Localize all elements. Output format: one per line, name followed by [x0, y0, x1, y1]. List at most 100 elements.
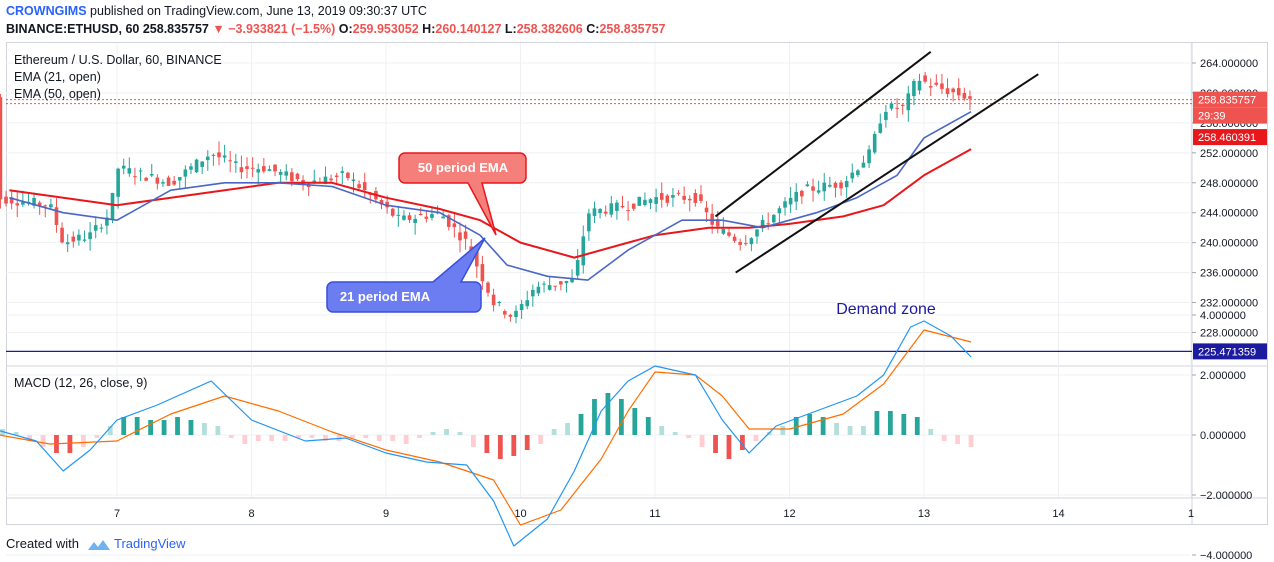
y-tick-label: 240.000000 [1200, 238, 1258, 250]
candle-body [486, 282, 490, 293]
macd-histogram-bar [807, 414, 813, 435]
macd-histogram-bar [363, 435, 369, 438]
candle-body [772, 214, 776, 223]
macd-histogram-bar [67, 435, 73, 453]
open-value: 259.953052 [352, 22, 419, 36]
candle-body [418, 213, 423, 216]
macd-histogram-bar [376, 435, 382, 441]
candle-body [637, 196, 642, 206]
macd-histogram-bar [107, 426, 113, 435]
ema21-callout-label: 21 period EMA [340, 289, 431, 304]
macd-histogram-bar [255, 435, 261, 441]
candle-body [743, 243, 748, 245]
legend-ema50[interactable]: EMA (50, open) [14, 87, 101, 101]
channel-lower-line [735, 73, 1039, 274]
chart-frame [6, 42, 1268, 525]
open-label: O: [338, 22, 353, 36]
y-tick-label: 244.000000 [1200, 208, 1258, 220]
low-label: L: [504, 22, 517, 36]
candle-body [592, 208, 597, 216]
macd-histogram-bar [471, 435, 476, 447]
candle-body [794, 191, 799, 202]
candle-body [648, 199, 653, 204]
legend-macd[interactable]: MACD (12, 26, close, 9) [14, 376, 148, 390]
candle-body [917, 80, 922, 91]
candle-body [755, 229, 759, 237]
macd-histogram-bar [699, 435, 705, 447]
candle-body [295, 173, 300, 180]
candle-body [77, 234, 81, 241]
last-price-tag-bg [1193, 91, 1267, 108]
candle-body [15, 203, 20, 206]
candle-body [884, 111, 888, 120]
macd-histogram-bar [928, 429, 934, 435]
candle-body [463, 231, 468, 239]
candle-body [951, 88, 955, 93]
candle-body [620, 205, 625, 208]
candle-body [273, 164, 277, 172]
macd-histogram-bar [672, 432, 678, 435]
low-value: 258.382606 [516, 22, 583, 36]
candle-body [856, 170, 860, 175]
candle-body [334, 175, 339, 178]
candle-body [727, 232, 731, 236]
candle-body [217, 152, 221, 158]
macd-histogram-bar [457, 432, 463, 435]
candle-body [37, 202, 42, 206]
x-tick-label: 8 [248, 508, 254, 520]
candle-body [144, 177, 148, 181]
x-tick-label: 13 [918, 508, 930, 520]
macd-histogram-bar [121, 417, 127, 435]
y-tick-label: 236.000000 [1200, 268, 1258, 280]
macd-histogram-bar [793, 417, 799, 435]
candle-body [542, 283, 546, 285]
candle-body [547, 285, 552, 290]
candle-body [800, 190, 804, 197]
candle-body [912, 80, 916, 97]
candle-body [329, 178, 333, 181]
candle-body [867, 149, 871, 164]
macd-histogram-bar [968, 435, 974, 447]
macd-histogram-bar [551, 429, 557, 435]
candle-body [940, 83, 944, 89]
brand-name[interactable]: TradingView [114, 536, 186, 551]
candle-body [357, 184, 361, 189]
macd-histogram-bar [148, 420, 154, 435]
candle-body [788, 197, 793, 205]
candle-body [732, 236, 737, 241]
legend-ema21[interactable]: EMA (21, open) [14, 70, 101, 84]
candle-body [346, 172, 350, 179]
publish-header: CROWNGIMS published on TradingView.com, … [6, 4, 427, 18]
candle-body [665, 195, 670, 203]
candle-body [760, 219, 765, 227]
candle-body [710, 213, 714, 225]
high-value: 260.140127 [435, 22, 502, 36]
author-name[interactable]: CROWNGIMS [6, 4, 87, 18]
candle-body [923, 75, 927, 82]
candle-body [32, 197, 36, 206]
ema50-line [9, 148, 972, 259]
candle-body [228, 160, 233, 162]
close-label: C: [586, 22, 600, 36]
candle-body [99, 227, 104, 229]
candle-body [239, 167, 244, 173]
candle-body [945, 88, 950, 95]
candle-body [833, 182, 838, 188]
candle-body [323, 176, 328, 184]
macd-histogram-bar [228, 435, 234, 438]
support-price-tag-bg [1193, 343, 1267, 360]
y-tick-label: 0.000000 [1200, 430, 1246, 442]
macd-histogram-bar [834, 423, 839, 435]
candle-body [458, 232, 462, 241]
candle-body [60, 227, 64, 243]
candle-body [396, 214, 401, 216]
candle-body [205, 156, 210, 161]
candle-body [715, 219, 720, 227]
candle-body [631, 203, 636, 209]
candle-body [183, 169, 188, 177]
y-tick-label: 232.000000 [1200, 298, 1258, 310]
symbol-label: BINANCE:ETHUSD, 60 [6, 22, 140, 36]
candle-body [766, 223, 771, 225]
candle-body [570, 278, 574, 283]
